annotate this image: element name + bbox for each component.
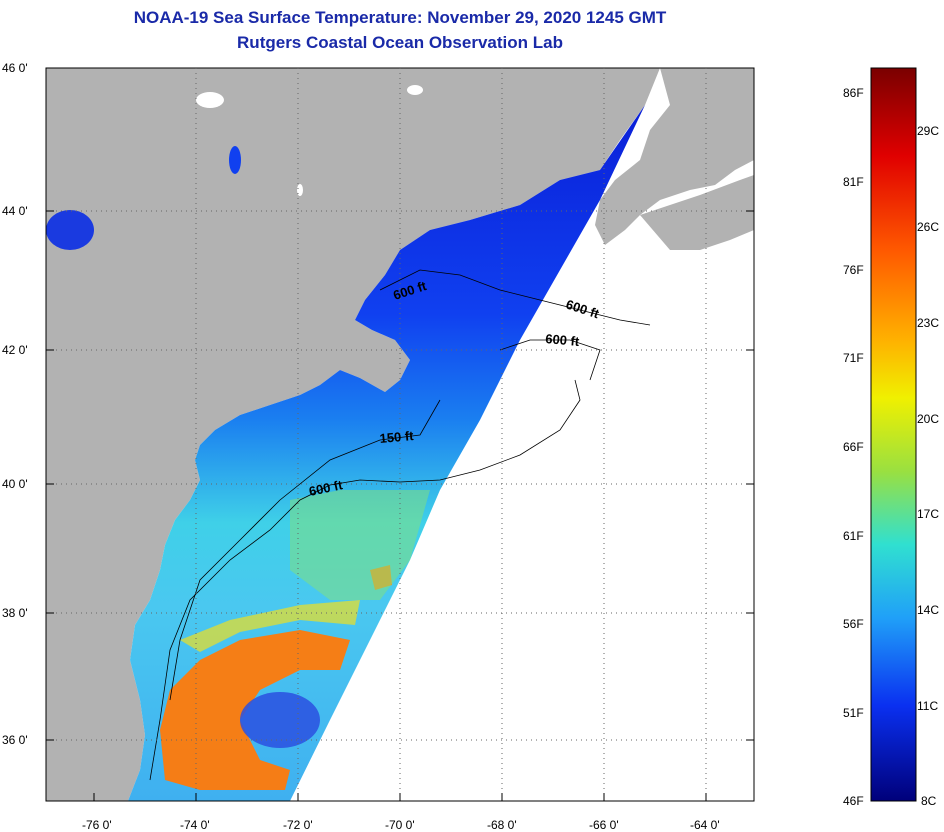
shelf-green xyxy=(290,490,430,600)
isobath-600-georges xyxy=(499,339,601,381)
gulf-stream-yellow xyxy=(180,600,360,652)
colorbar xyxy=(870,67,917,802)
isobath-600-south xyxy=(149,379,581,781)
isobath-150 xyxy=(169,399,441,701)
colorbar-label-c: 20C xyxy=(917,412,940,426)
map-title: NOAA-19 Sea Surface Temperature: Novembe… xyxy=(133,8,667,27)
colorbar-label-c: 8C xyxy=(921,794,937,808)
lat-label: 40 0' xyxy=(2,477,28,491)
land-mass xyxy=(46,68,660,801)
isobath-600-gulfmaine xyxy=(379,269,651,326)
maritimes-land xyxy=(595,68,754,245)
lon-label: -68 0' xyxy=(487,818,517,832)
colorbar-label-f: 66F xyxy=(843,440,864,454)
colorbar-label-c: 26C xyxy=(917,220,940,234)
colorbar-label-f: 81F xyxy=(843,175,864,189)
lon-label: -64 0' xyxy=(690,818,720,832)
lat-label: 36 0' xyxy=(2,733,28,747)
colorbar-label-f: 86F xyxy=(843,86,864,100)
map-subtitle: Rutgers Coastal Ocean Observation Lab xyxy=(237,33,563,52)
lat-label: 42 0' xyxy=(2,343,28,357)
colorbar-label-c: 29C xyxy=(917,124,940,138)
colorbar-label-f: 76F xyxy=(843,263,864,277)
lat-label: 38 0' xyxy=(2,606,28,620)
ns-peninsula xyxy=(640,175,754,250)
colorbar-label-c: 14C xyxy=(917,603,940,617)
isobath-label: 150 ft xyxy=(379,428,415,446)
lon-label: -70 0' xyxy=(385,818,415,832)
colorbar-label-f: 61F xyxy=(843,529,864,543)
lon-label: -74 0' xyxy=(180,818,210,832)
isobath-label: 600 ft xyxy=(308,477,345,499)
colorbar-label-f: 46F xyxy=(843,794,864,808)
colorbar-label-c: 11C xyxy=(917,699,939,713)
colorbar-label-c: 23C xyxy=(917,316,940,330)
lon-label: -72 0' xyxy=(283,818,313,832)
lat-label: 46 0' xyxy=(2,61,28,75)
colorbar-label-f: 51F xyxy=(843,706,864,720)
lat-label: 44 0' xyxy=(2,204,28,218)
lon-label: -66 0' xyxy=(589,818,619,832)
colorbar-label-f: 56F xyxy=(843,617,864,631)
isobath-label: 600 ft xyxy=(545,331,581,349)
gulf-stream-warm xyxy=(160,630,350,790)
colorbar-label-c: 17C xyxy=(917,507,940,521)
colorbar-label-f: 71F xyxy=(843,351,864,365)
lon-label: -76 0' xyxy=(82,818,112,832)
